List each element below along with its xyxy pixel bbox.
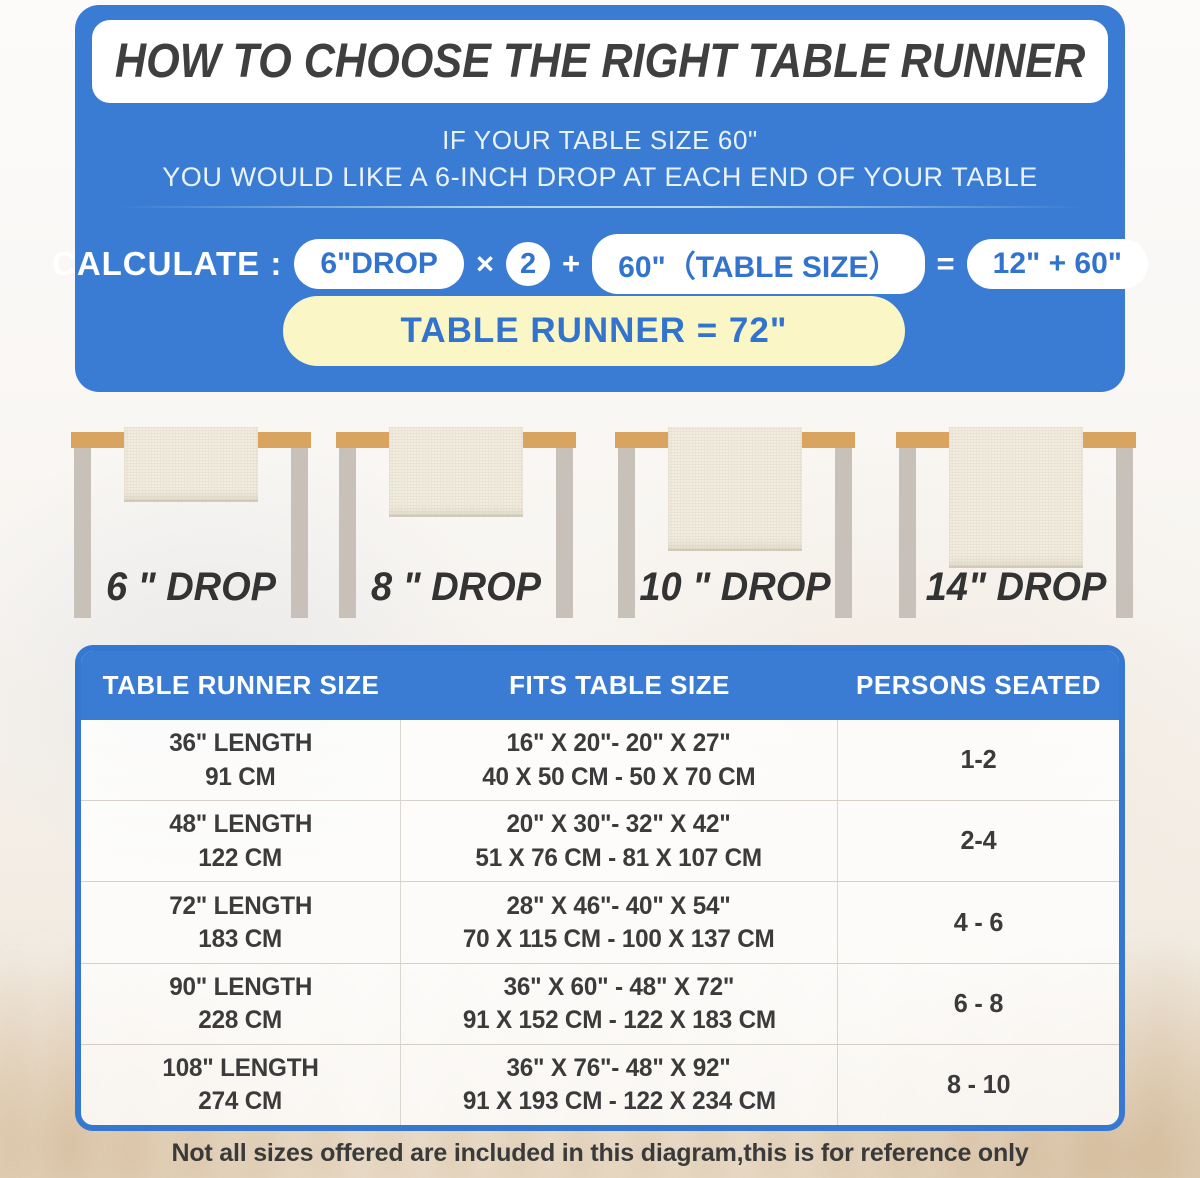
footer-note: Not all sizes offered are included in th… [171, 1139, 1029, 1167]
drop-figure-6: 6 " DROP [71, 425, 311, 657]
plus-sign: + [562, 246, 581, 281]
size-chart-panel: TABLE RUNNER SIZE FITS TABLE SIZE PERSON… [75, 645, 1125, 1131]
header-fits-table-size: FITS TABLE SIZE [509, 670, 730, 700]
runner-size-line1: 48" LENGTH [169, 810, 312, 839]
cell-runner-size: 48" LENGTH 122 CM [81, 801, 401, 882]
table-leg-right [291, 447, 308, 618]
fits-size-line2: 91 X 152 CM - 122 X 183 CM [462, 1006, 776, 1035]
intro-panel: HOW TO CHOOSE THE RIGHT TABLE RUNNER IF … [52, 5, 1149, 392]
cell-runner-size: 90" LENGTH 228 CM [81, 963, 401, 1044]
cell-fits-size: 28" X 46"- 40" X 54" 70 X 115 CM - 100 X… [401, 882, 838, 963]
subtitle-line-2: YOU WOULD LIKE A 6-INCH DROP AT EACH END… [162, 162, 1038, 192]
runner-cloth [668, 427, 802, 551]
cell-persons: 8 - 10 [838, 1045, 1119, 1125]
runner-size-line2: 91 CM [205, 762, 276, 791]
header-runner-size: TABLE RUNNER SIZE [102, 670, 380, 700]
cell-fits-size: 36" X 76"- 48" X 92" 91 X 193 CM - 122 X… [401, 1044, 838, 1125]
runner-size-line2: 274 CM [198, 1087, 283, 1116]
runner-size-line2: 228 CM [198, 1006, 283, 1035]
fits-size-line1: 16" X 20"- 20" X 27" [506, 729, 732, 758]
drop-label: 6 " DROP [105, 565, 277, 609]
drop-label: 14" DROP [925, 565, 1107, 609]
size-chart-body: 36" LENGTH 91 CM 16" X 20"- 20" X 27" 40… [81, 720, 1119, 1125]
persons-value: 4 - 6 [953, 906, 1004, 937]
table-leg-left [899, 447, 916, 618]
runner-size-line1: 36" LENGTH [169, 729, 312, 758]
runner-size-line1: 90" LENGTH [169, 972, 312, 1001]
table-leg-left [74, 447, 91, 618]
divider-line [117, 206, 1083, 208]
page-title: HOW TO CHOOSE THE RIGHT TABLE RUNNER [114, 35, 1086, 88]
drop-figure-8: 8 " DROP [336, 425, 576, 657]
table-row: 108" LENGTH 274 CM 36" X 76"- 48" X 92" … [81, 1043, 1119, 1125]
table-leg-right [835, 447, 852, 618]
runner-cloth [124, 427, 258, 502]
drop-figure-10: 10 " DROP [615, 425, 855, 657]
fits-size-line2: 51 X 76 CM - 81 X 107 CM [475, 843, 763, 872]
table-row: 72" LENGTH 183 CM 28" X 46"- 40" X 54" 7… [81, 881, 1119, 963]
cell-persons: 4 - 6 [838, 882, 1119, 962]
fits-size-line1: 28" X 46"- 40" X 54" [506, 891, 732, 920]
calculation-row: CALCULATE : 6"DROP × 2 + 60"（TABLE SIZE）… [52, 234, 1149, 294]
table-size-pill: 60"（TABLE SIZE） [592, 234, 925, 294]
cell-fits-size: 20" X 30"- 32" X 42" 51 X 76 CM - 81 X 1… [401, 801, 838, 882]
table-leg-right [1116, 447, 1133, 618]
drop-label: 8 " DROP [370, 565, 542, 609]
runner-size-line2: 183 CM [198, 925, 283, 953]
header-persons-seated: PERSONS SEATED [856, 670, 1101, 700]
drop-value-pill: 6"DROP [294, 239, 464, 289]
runner-cloth [389, 427, 523, 517]
persons-value: 1-2 [960, 744, 997, 775]
result-pill: TABLE RUNNER = 72" [283, 296, 905, 366]
fits-size-line2: 70 X 115 CM - 100 X 137 CM [463, 925, 775, 953]
title-banner: HOW TO CHOOSE THE RIGHT TABLE RUNNER [92, 20, 1108, 103]
subtitle-line-1: IF YOUR TABLE SIZE 60" [442, 125, 758, 155]
runner-cloth [949, 427, 1083, 568]
table-leg-left [339, 447, 356, 618]
table-leg-left [618, 447, 635, 618]
table-row: 48" LENGTH 122 CM 20" X 30"- 32" X 42" 5… [81, 800, 1119, 882]
drop-label: 10 " DROP [639, 565, 831, 609]
persons-value: 6 - 8 [953, 987, 1004, 1018]
runner-size-line1: 72" LENGTH [169, 891, 312, 920]
cell-runner-size: 36" LENGTH 91 CM [81, 720, 401, 801]
sum-pill: 12" + 60" [966, 239, 1149, 289]
table-row: 36" LENGTH 91 CM 16" X 20"- 20" X 27" 40… [81, 720, 1119, 801]
cell-persons: 6 - 8 [838, 964, 1119, 1044]
result-text: TABLE RUNNER = 72" [400, 311, 788, 350]
drop-figure-14: 14" DROP [896, 425, 1136, 657]
fits-size-line2: 40 X 50 CM - 50 X 70 CM [482, 762, 756, 791]
fits-size-line1: 36" X 60" - 48" X 72" [503, 972, 735, 1001]
multiplier-circle: 2 [506, 242, 551, 286]
fits-size-line1: 20" X 30"- 32" X 42" [506, 810, 732, 839]
calculate-label: CALCULATE : [51, 245, 283, 282]
equals-sign: = [936, 246, 955, 281]
fits-size-line2: 91 X 193 CM - 122 X 234 CM [462, 1087, 776, 1116]
fits-size-line1: 36" X 76"- 48" X 92" [506, 1053, 732, 1082]
table-row: 90" LENGTH 228 CM 36" X 60" - 48" X 72" … [81, 962, 1119, 1044]
persons-value: 8 - 10 [946, 1069, 1011, 1100]
persons-value: 2-4 [960, 825, 997, 856]
runner-size-line2: 122 CM [198, 843, 283, 872]
cell-runner-size: 72" LENGTH 183 CM [81, 882, 401, 963]
runner-size-line1: 108" LENGTH [162, 1053, 319, 1082]
cell-fits-size: 36" X 60" - 48" X 72" 91 X 152 CM - 122 … [401, 963, 838, 1044]
size-chart-header: TABLE RUNNER SIZE FITS TABLE SIZE PERSON… [81, 651, 1119, 720]
cell-runner-size: 108" LENGTH 274 CM [81, 1044, 401, 1125]
table-leg-right [556, 447, 573, 618]
cell-fits-size: 16" X 20"- 20" X 27" 40 X 50 CM - 50 X 7… [401, 720, 838, 801]
multiply-sign: × [475, 246, 495, 281]
cell-persons: 2-4 [838, 801, 1119, 881]
cell-persons: 1-2 [838, 720, 1119, 800]
